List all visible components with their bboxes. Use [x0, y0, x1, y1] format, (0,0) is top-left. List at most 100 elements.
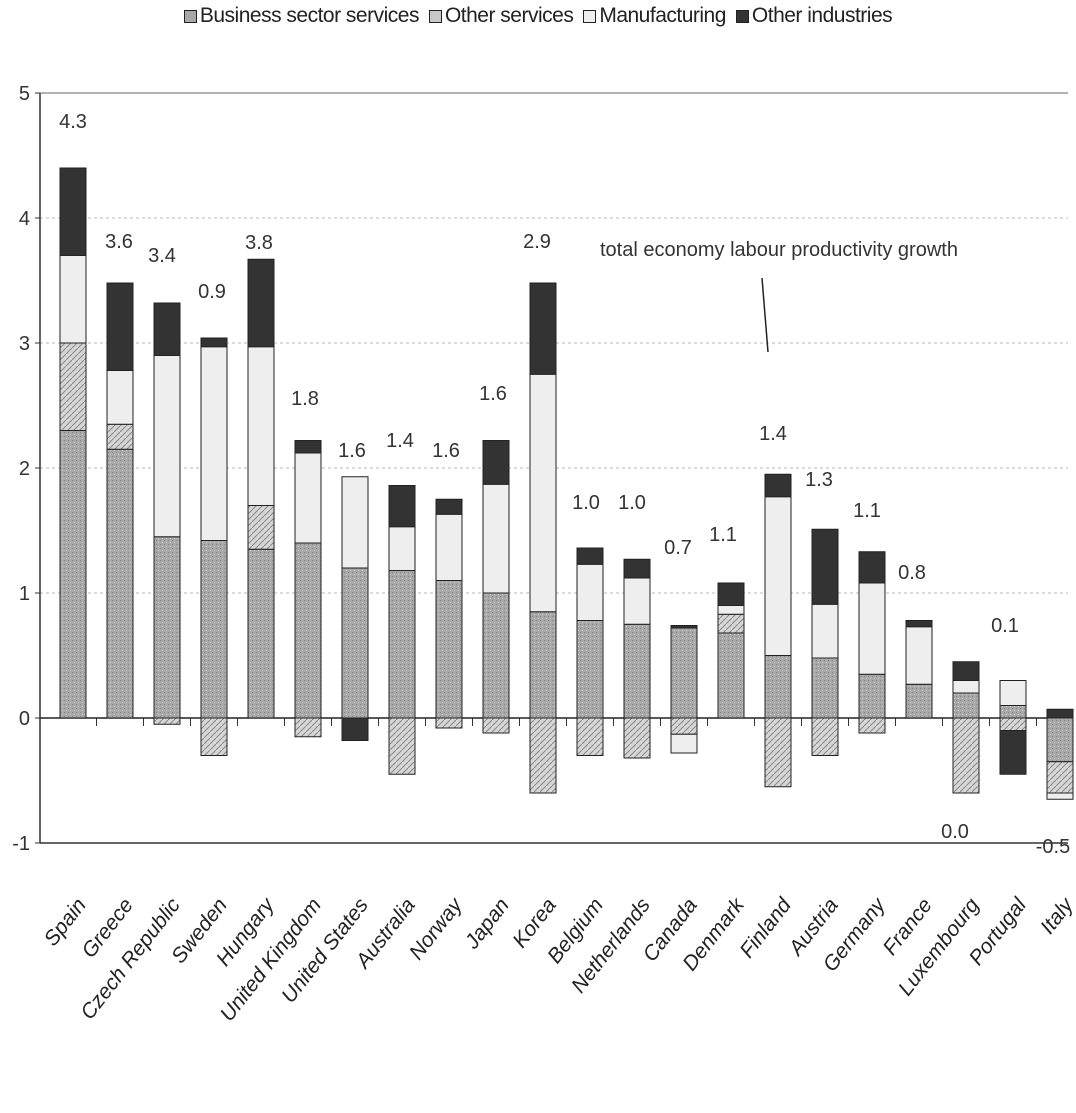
bar-segment [717, 582, 745, 606]
bar-segment [905, 620, 933, 628]
total-value-label: 4.3 [59, 111, 87, 133]
y-tick-label: 4 [19, 208, 30, 230]
bar-segment [388, 485, 416, 528]
total-value-label: 1.3 [805, 469, 833, 491]
total-value-label: 0.0 [941, 821, 969, 843]
category-label: Italy [1036, 893, 1076, 939]
bar-segment [999, 717, 1027, 731]
legend-swatch [428, 9, 442, 23]
bar-segment [247, 258, 275, 348]
bar-segment [435, 717, 463, 729]
bar-segment [764, 496, 792, 656]
legend-swatch [183, 9, 197, 23]
y-tick-label: 2 [19, 458, 30, 480]
bar-segment [576, 563, 604, 621]
bar-segment [294, 542, 322, 719]
bar-segment [153, 717, 181, 725]
bar-segment [717, 605, 745, 615]
bar-segment [247, 548, 275, 719]
bar-segment [811, 717, 839, 756]
bar-segment [529, 373, 557, 613]
bar-segment [435, 580, 463, 719]
bar-segment [388, 717, 416, 775]
bar-segment [200, 337, 228, 348]
bar-segment [905, 683, 933, 719]
bar-segment [952, 692, 980, 719]
bar-segment [200, 540, 228, 719]
y-tick-label: 0 [19, 708, 30, 730]
bar-segment [764, 717, 792, 788]
bar-segment [858, 717, 886, 734]
bar-segment [294, 452, 322, 544]
bar-segment [1046, 717, 1074, 763]
bar-segment [529, 717, 557, 794]
y-tick-label: 1 [19, 583, 30, 605]
total-value-label: 2.9 [523, 231, 551, 253]
bar-segment [905, 626, 933, 685]
legend-item: Other industries [735, 4, 893, 28]
bar-segment [811, 528, 839, 605]
bar-segment [59, 167, 87, 256]
total-value-label: 1.6 [338, 440, 366, 462]
bar-segment [482, 717, 510, 734]
bar-segment [482, 440, 510, 485]
bar-segment [764, 473, 792, 498]
total-value-label: 1.8 [291, 388, 319, 410]
total-value-label: 1.0 [572, 492, 600, 514]
bar-segment [529, 282, 557, 375]
bar-segment [106, 282, 134, 371]
bar-segment [247, 346, 275, 506]
category-label: Finland [735, 893, 796, 962]
bar-segment [341, 567, 369, 719]
bar-segment [341, 717, 369, 741]
bar-segment [388, 526, 416, 571]
total-value-label: 1.6 [479, 383, 507, 405]
bars [59, 167, 1074, 800]
total-value-label: -0.5 [1036, 836, 1070, 858]
bar-segment [811, 603, 839, 659]
bar-segment [435, 498, 463, 515]
bar-segment [623, 623, 651, 719]
legend-item: Manufacturing [583, 4, 726, 28]
bar-segment [106, 448, 134, 719]
annotation-pointer [761, 277, 769, 353]
bar-segment [999, 705, 1027, 719]
bar-segment [670, 717, 698, 735]
total-value-label: 0.9 [198, 281, 226, 303]
total-value-label: 1.6 [432, 440, 460, 462]
bar-segment [1046, 761, 1074, 794]
bar-segment [576, 547, 604, 565]
legend-swatch [583, 9, 597, 23]
bar-segment [106, 423, 134, 450]
bar-segment [529, 611, 557, 719]
total-value-label: 1.4 [386, 430, 414, 452]
bar-segment [294, 717, 322, 738]
bar-segment [59, 430, 87, 719]
bar-segment [858, 551, 886, 584]
total-value-label: 3.6 [105, 231, 133, 253]
bar-segment [999, 680, 1027, 706]
legend-label: Manufacturing [599, 4, 726, 27]
total-value-label: 1.1 [709, 524, 737, 546]
bar-segment [670, 625, 698, 629]
y-tick-label: 5 [19, 83, 30, 105]
bar-segment [952, 717, 980, 794]
legend-swatch [735, 9, 749, 23]
bar-segment [1046, 792, 1074, 800]
total-value-label: 0.1 [991, 615, 1019, 637]
legend-item: Business sector services [183, 4, 420, 28]
y-tick-label: -1 [12, 833, 30, 855]
y-tick-label: 3 [19, 333, 30, 355]
bar-segment [341, 476, 369, 569]
total-value-label: 3.4 [148, 245, 176, 267]
chart-legend: Business sector services Other services Ma… [0, 4, 1076, 28]
bar-segment [717, 613, 745, 634]
bar-segment [764, 655, 792, 719]
bar-segment [858, 673, 886, 719]
bar-segment [153, 536, 181, 719]
bar-segment [153, 302, 181, 356]
bar-segment [59, 342, 87, 431]
legend-label: Business sector services [199, 4, 420, 27]
